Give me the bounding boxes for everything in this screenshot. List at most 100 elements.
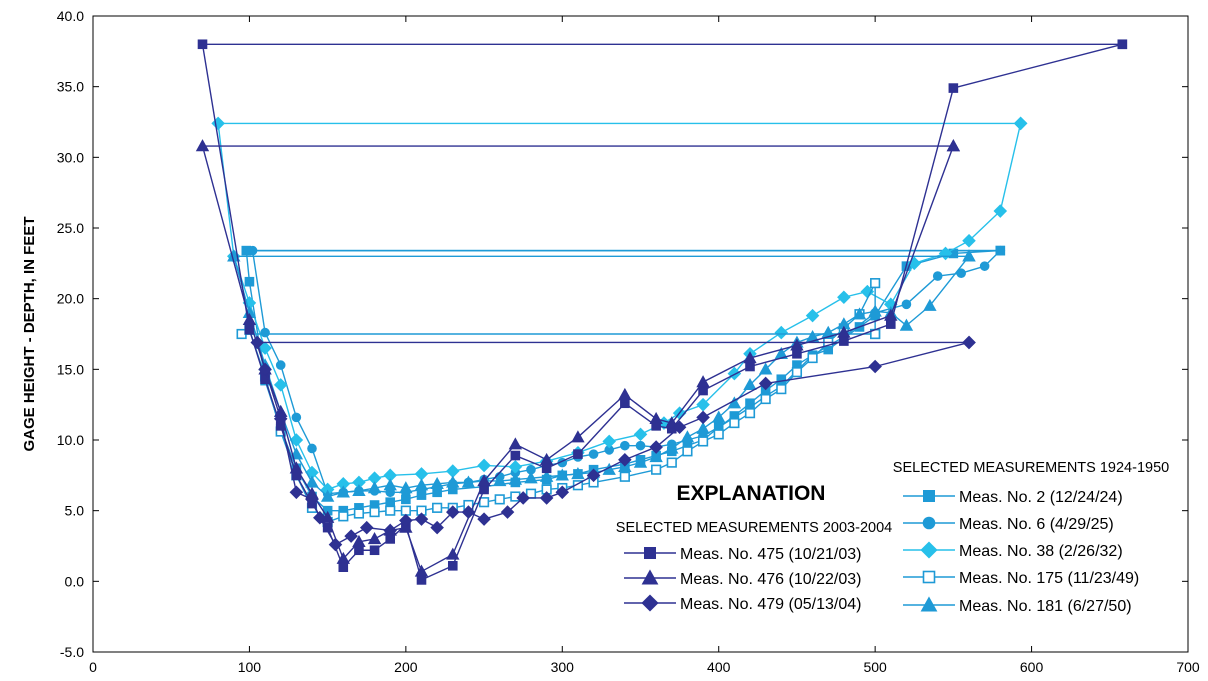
data-point xyxy=(359,520,374,535)
data-point xyxy=(447,560,458,571)
data-point xyxy=(870,278,881,289)
data-point xyxy=(696,410,710,425)
data-point xyxy=(430,476,444,489)
data-point xyxy=(837,325,851,338)
data-point xyxy=(993,204,1008,218)
series-line xyxy=(233,255,970,498)
legend-group-1924-1950: SELECTED MEASUREMENTS 1924-1950 xyxy=(893,460,1169,476)
data-point xyxy=(979,261,990,271)
data-point xyxy=(807,352,818,364)
data-point xyxy=(541,463,552,474)
data-point xyxy=(430,520,444,535)
data-point xyxy=(962,249,976,262)
data-point xyxy=(619,471,630,482)
data-point xyxy=(1013,116,1028,131)
legend-entry: Meas. No. 175 (11/23/49) xyxy=(903,570,1139,587)
data-point xyxy=(399,481,413,494)
data-point xyxy=(260,327,270,338)
data-point xyxy=(932,271,943,281)
data-point xyxy=(555,468,569,481)
data-point xyxy=(539,469,554,482)
data-point xyxy=(500,505,515,519)
data-point xyxy=(414,564,429,577)
data-point xyxy=(352,534,366,547)
data-point xyxy=(633,455,648,468)
data-point xyxy=(635,440,646,451)
x-tick-label: 600 xyxy=(1020,659,1044,675)
legend-label: Meas. No. 6 (4/29/25) xyxy=(959,516,1114,533)
data-point xyxy=(446,475,460,488)
legend-label: Meas. No. 2 (12/24/24) xyxy=(959,489,1123,506)
x-tick-label: 100 xyxy=(238,659,262,675)
data-point xyxy=(305,492,319,507)
x-tick-label: 400 xyxy=(707,659,731,675)
data-point xyxy=(244,324,255,335)
data-point xyxy=(432,502,443,513)
data-point xyxy=(743,378,757,391)
data-point xyxy=(352,484,366,497)
data-point xyxy=(400,505,411,516)
data-point xyxy=(539,491,554,505)
y-tick-label: 40.0 xyxy=(57,8,84,24)
data-point xyxy=(571,467,585,480)
series-2 xyxy=(250,335,976,552)
data-point xyxy=(369,545,380,556)
data-point xyxy=(956,268,966,279)
data-point xyxy=(383,523,397,538)
data-point xyxy=(336,551,350,564)
data-point xyxy=(244,276,255,287)
data-point xyxy=(508,437,523,450)
data-point xyxy=(962,233,976,248)
legend-marker xyxy=(920,541,938,559)
data-point xyxy=(712,410,726,423)
series-1 xyxy=(195,139,961,577)
data-point xyxy=(602,434,616,449)
data-point xyxy=(618,453,632,467)
data-point xyxy=(305,475,319,488)
data-point xyxy=(461,475,476,488)
data-point xyxy=(938,246,953,261)
data-point xyxy=(508,472,523,485)
data-point xyxy=(758,376,773,391)
legend-entry: Meas. No. 476 (10/22/03) xyxy=(624,569,861,588)
plot-frame xyxy=(92,15,1189,653)
data-point xyxy=(338,511,349,522)
data-point xyxy=(682,446,693,457)
data-point xyxy=(524,471,538,484)
data-point xyxy=(588,449,599,459)
data-point xyxy=(744,408,756,419)
data-point xyxy=(729,417,740,429)
data-point xyxy=(665,441,679,454)
data-point xyxy=(776,384,787,395)
data-point xyxy=(696,421,710,434)
data-point xyxy=(353,508,365,519)
y-tick-label: 30.0 xyxy=(57,149,84,165)
data-point xyxy=(792,348,802,359)
data-point xyxy=(698,385,708,396)
data-point xyxy=(328,537,343,552)
y-tick-label: 10.0 xyxy=(57,432,84,448)
y-tick-label: 0.0 xyxy=(65,573,85,589)
legend-entry: Meas. No. 181 (6/27/50) xyxy=(903,596,1132,615)
legend-entry: Meas. No. 38 (2/26/32) xyxy=(903,541,1123,560)
data-point xyxy=(477,474,491,487)
data-point xyxy=(354,545,364,556)
data-point xyxy=(250,335,265,350)
legend-entry: Meas. No. 6 (4/29/25) xyxy=(903,516,1114,533)
data-point xyxy=(852,307,867,320)
data-point xyxy=(837,290,851,305)
data-point xyxy=(477,512,491,526)
x-tick-label: 300 xyxy=(551,659,575,675)
series-7 xyxy=(227,249,976,502)
data-point xyxy=(493,474,507,487)
x-tick-label: 500 xyxy=(863,659,887,675)
data-point xyxy=(273,378,288,392)
legend: EXPLANATION SELECTED MEASUREMENTS 2003-20… xyxy=(616,460,1169,615)
data-point xyxy=(273,412,288,426)
data-point xyxy=(962,335,976,350)
legend-label: Meas. No. 476 (10/22/03) xyxy=(680,571,861,588)
data-point xyxy=(1117,39,1128,50)
data-point xyxy=(211,116,225,131)
data-point xyxy=(195,139,210,152)
data-point xyxy=(383,478,397,491)
